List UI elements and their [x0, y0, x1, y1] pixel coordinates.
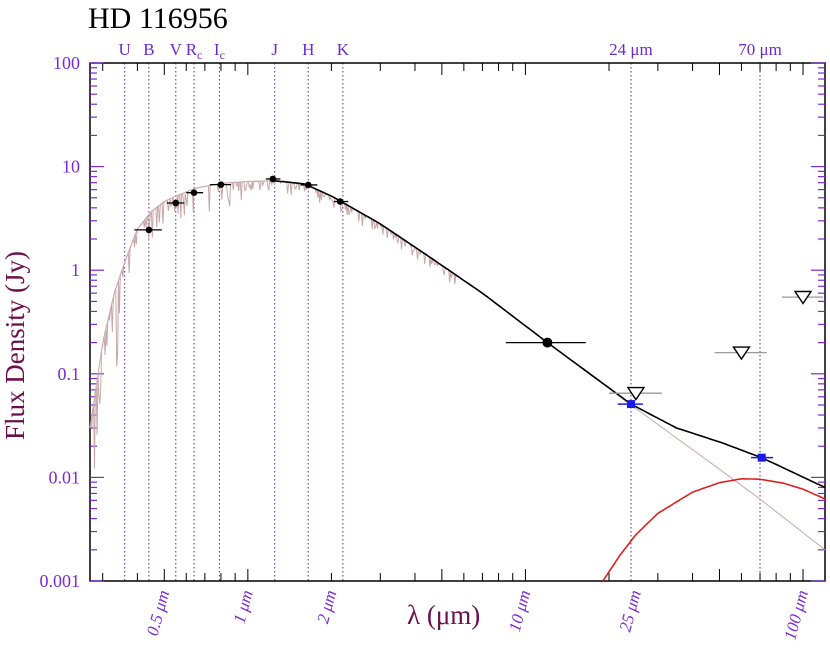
y-tick-label-5: 0.001	[40, 571, 81, 591]
y-tick-label-1: 10	[62, 157, 80, 177]
y-tick-label-2: 1	[71, 260, 80, 280]
dust-excess-line	[602, 478, 826, 582]
x-tick-label-3: 10 μm	[505, 588, 534, 634]
band-label-7: K	[337, 40, 350, 59]
y-axis: 100 10 1 0.1 0.01 0.001	[40, 53, 825, 591]
total-model-line	[274, 180, 826, 489]
upper-limit-marker-0	[626, 386, 646, 401]
x-axis: 0.5 μm 1 μm 2 μm 10 μm 25 μm 100 μm	[102, 63, 812, 642]
mips-point-0	[626, 400, 635, 409]
plot-border	[89, 62, 826, 582]
band-label-4: Ic	[214, 40, 225, 62]
band-label-sub-3: c	[197, 48, 202, 62]
band-label-5: J	[271, 40, 278, 59]
band-label-6: H	[302, 40, 314, 59]
photometry-point-7	[542, 337, 553, 348]
band-markers: U B V Rc Ic J H K 24 μm 70 μm	[119, 40, 782, 581]
photometry-point-1	[172, 199, 180, 207]
y-axis-label: Flux Density (Jy)	[0, 251, 30, 440]
photometry-point-2	[190, 189, 198, 196]
y-tick-label-0: 100	[53, 53, 80, 73]
data-points	[134, 175, 823, 462]
band-label-9: 70 μm	[738, 40, 782, 59]
photometry-point-4	[269, 175, 277, 183]
x-tick-label-5: 100 μm	[780, 588, 811, 642]
model-curves	[89, 180, 826, 582]
band-label-0: U	[119, 40, 131, 59]
photometry-point-0	[145, 226, 153, 234]
band-label-1: B	[143, 40, 154, 59]
upper-limit-marker-2	[793, 290, 813, 305]
x-tick-label-1: 1 μm	[230, 588, 257, 625]
band-label-sub-4: c	[220, 48, 225, 62]
x-tick-label-4: 25 μm	[616, 588, 645, 634]
band-label-8: 24 μm	[609, 40, 653, 59]
y-tick-label-4: 0.01	[49, 467, 81, 487]
photometry-point-3	[217, 181, 225, 188]
plot-frame	[89, 62, 826, 582]
upper-limit-marker-1	[732, 346, 751, 361]
mips-point-1	[757, 453, 766, 462]
x-tick-label-0: 0.5 μm	[143, 588, 173, 638]
photometry-point-5	[304, 181, 312, 189]
band-label-2: V	[170, 40, 183, 59]
x-tick-label-2: 2 μm	[313, 588, 340, 625]
y-tick-label-3: 0.1	[58, 364, 81, 384]
photometry-point-6	[336, 198, 344, 205]
band-label-3: Rc	[186, 40, 203, 62]
chart-title: HD 116956	[88, 2, 228, 35]
photosphere-spectrum	[89, 180, 465, 469]
x-axis-label: λ (μm)	[407, 600, 480, 630]
photosphere-line	[89, 180, 826, 551]
